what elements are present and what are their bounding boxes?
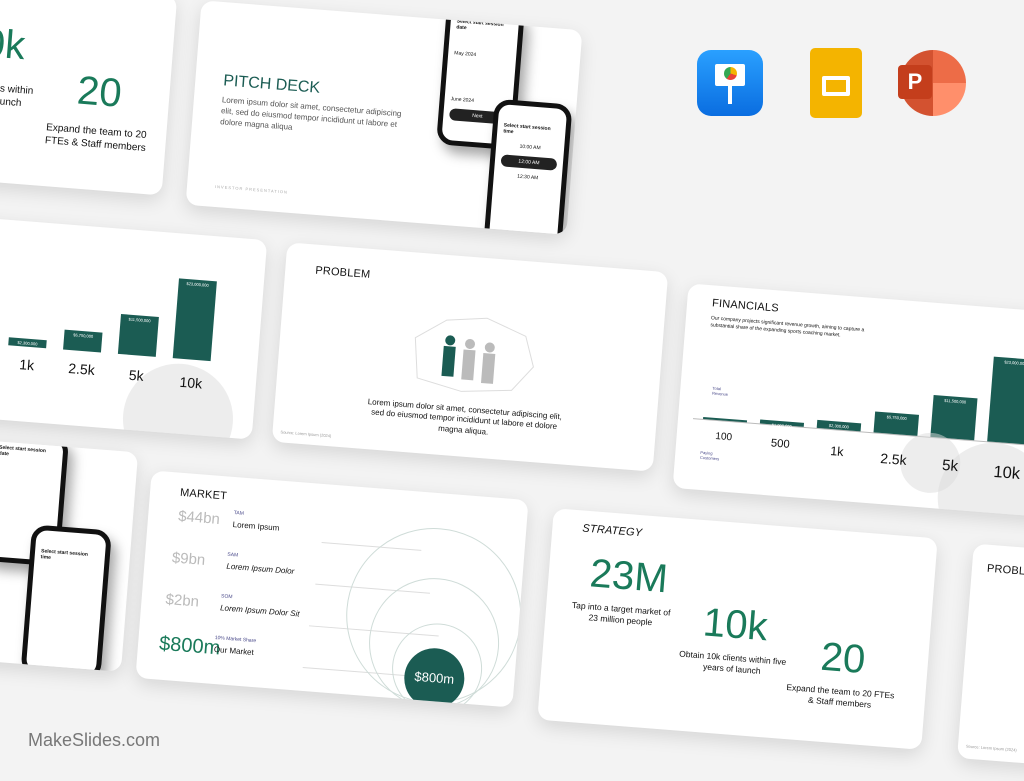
map-people-illustration [414,317,534,392]
revenue-chart: $100,000 $1,000,000 $2,300,000 $5,750,000 $1… [692,324,1024,448]
revenue-bar: $1,000,000 [759,419,805,429]
market-tag: TAM [233,510,245,517]
revenue-bar: $100,000 [703,416,748,426]
phone-time: Select start session time 10:00 AM 12:00… [483,98,573,235]
source-note: Source: Lorem Ipsum (2024) [965,743,1017,753]
stat-value: 10k [0,19,27,69]
customer-label: 2.5k [879,450,908,469]
watermark: MakeSlides.com [28,730,161,750]
slide-strategy[interactable]: STRATEGY 23M Tap into a target market of… [537,508,938,750]
slide-title: PROBLEM [986,562,1024,579]
slide-title: FINANCIALS [711,297,780,315]
stat-caption: Obtain 10k clients within five years of … [0,78,34,110]
market-value: $800m [158,632,222,660]
market-label: Lorem Ipsum Dolor [226,561,295,576]
month-label: May 2024 [454,50,477,59]
phone-heading: Select start session time [503,122,551,136]
revenue-bar: $2,300,000 [816,419,862,432]
powerpoint-icon: P [898,50,966,116]
slide-title: MARKET [179,486,228,503]
pitch-body: Lorem ipsum dolor sit amet, consectetur … [219,95,402,133]
stat-value: 20 [819,634,867,683]
time-slot: 12:00 AM [500,154,558,171]
customer-label: 2.5k [67,360,96,379]
market-value: $9bn [171,549,206,569]
google-slides-icon [810,48,862,118]
market-tag: SAM [227,551,239,559]
pitch-footer: INVESTOR PRESENTATION [214,183,289,195]
market-label: Our Market [213,644,255,658]
slide-title: PROBLEM [314,264,371,281]
phone-heading: Select start session date [456,18,504,32]
revenue-bar: $5,750,000 [873,411,920,436]
stat-caption: Expand the team to 20 FTEs & Staff membe… [44,122,147,154]
revenue-bar: $11,500,000 [117,313,159,357]
customers-label: Paying Customers [699,449,720,462]
revenue-bar: $2,300,000 [8,337,47,349]
slide-market[interactable]: MARKET $44bn TAM Lorem Ipsum $9bn SAM Lorem I… [135,470,529,708]
market-tag: SOM [220,593,233,601]
stat-caption: Obtain 10k clients within five years of … [678,648,787,676]
customer-label: 5k [128,366,145,384]
time-slot: 12:30 AM [516,173,539,182]
phone-time: Select start session time [20,524,112,672]
stat-caption: Tap into a target market of 23 million p… [571,599,671,628]
phone-heading: Select start session date [0,444,47,458]
slide-problem[interactable]: PROBLEM Lorem ipsum dolor sit amet, cons… [271,242,669,472]
slide-app-preview-partial[interactable]: Select start session date Select start s… [0,428,139,672]
stat-value: 20 [75,68,124,116]
revenue-bar: $23,000,000 [987,356,1024,445]
slide-financials-partial[interactable]: $2,300,000 $5,750,000 $11,500,000 $23,00… [0,210,268,440]
market-value: $44bn [177,507,221,528]
customer-label: 500 [770,437,791,451]
customer-label: 1k [829,444,845,460]
revenue-bar: $5,750,000 [63,329,103,353]
slide-title: STRATEGY [581,522,643,540]
slide-financials[interactable]: FINANCIALS Our company projects signific… [672,283,1024,518]
slide-pitch-deck[interactable]: PITCH DECK Lorem ipsum dolor sit amet, c… [185,0,583,235]
stat-caption: Expand the team to 20 FTEs & Staff membe… [786,682,895,710]
phone-heading: Select start session time [40,548,89,561]
source-note: Source: Lorem Ipsum (2024) [280,429,332,439]
customer-label: 100 [714,430,733,444]
customer-label: 1k [18,356,35,374]
time-slot: 10:00 AM [519,143,541,152]
keynote-icon [697,50,763,116]
market-label: Lorem Ipsum Dolor Sit [219,603,300,619]
stat-value: 10k [701,600,770,650]
pitch-title: PITCH DECK [222,72,321,97]
market-label: Lorem Ipsum [232,520,280,533]
slide-strategy-partial[interactable]: 10k Obtain 10k clients within five years… [0,0,178,196]
market-value: $2bn [164,591,200,611]
market-tag: 10% Market Share [214,634,257,645]
slide-problem-partial[interactable]: PROBLEM Source: Lorem Ipsum (2024) [957,543,1024,781]
revenue-bar: $23,000,000 [172,278,217,362]
stat-value: 23M [588,551,670,602]
